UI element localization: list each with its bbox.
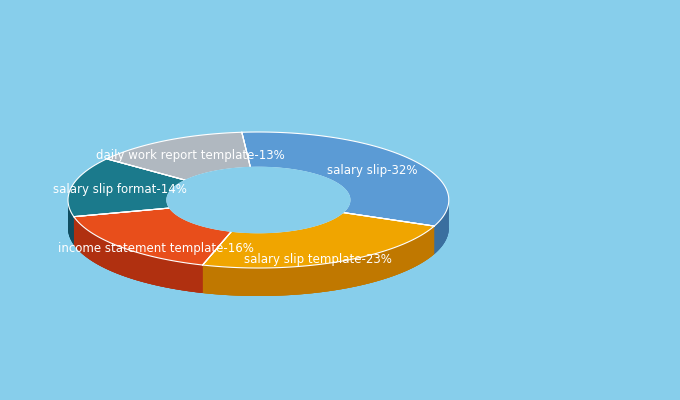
Text: salary slip template-23%: salary slip template-23% bbox=[245, 253, 392, 266]
Polygon shape bbox=[203, 226, 435, 296]
Polygon shape bbox=[343, 200, 350, 240]
Polygon shape bbox=[232, 212, 343, 261]
Polygon shape bbox=[74, 236, 232, 293]
Polygon shape bbox=[203, 226, 435, 296]
Polygon shape bbox=[343, 200, 350, 240]
Polygon shape bbox=[74, 217, 203, 293]
Polygon shape bbox=[74, 217, 203, 293]
Polygon shape bbox=[242, 132, 449, 226]
Text: income statement template-16%: income statement template-16% bbox=[58, 242, 254, 255]
Polygon shape bbox=[68, 159, 186, 217]
Polygon shape bbox=[435, 200, 449, 254]
Polygon shape bbox=[68, 228, 170, 245]
Polygon shape bbox=[170, 208, 232, 259]
Polygon shape bbox=[203, 212, 435, 268]
Polygon shape bbox=[167, 200, 170, 236]
Polygon shape bbox=[170, 208, 232, 259]
Polygon shape bbox=[107, 132, 250, 180]
Text: salary slip-32%: salary slip-32% bbox=[327, 164, 418, 177]
Polygon shape bbox=[167, 200, 170, 236]
Polygon shape bbox=[68, 200, 74, 245]
Polygon shape bbox=[167, 167, 350, 233]
Text: salary slip format-14%: salary slip format-14% bbox=[54, 184, 187, 196]
Polygon shape bbox=[435, 200, 449, 254]
Polygon shape bbox=[343, 228, 449, 254]
Polygon shape bbox=[68, 200, 74, 245]
Polygon shape bbox=[203, 240, 435, 296]
Polygon shape bbox=[232, 212, 343, 261]
Polygon shape bbox=[74, 208, 232, 265]
Text: daily work report template-13%: daily work report template-13% bbox=[96, 150, 285, 162]
